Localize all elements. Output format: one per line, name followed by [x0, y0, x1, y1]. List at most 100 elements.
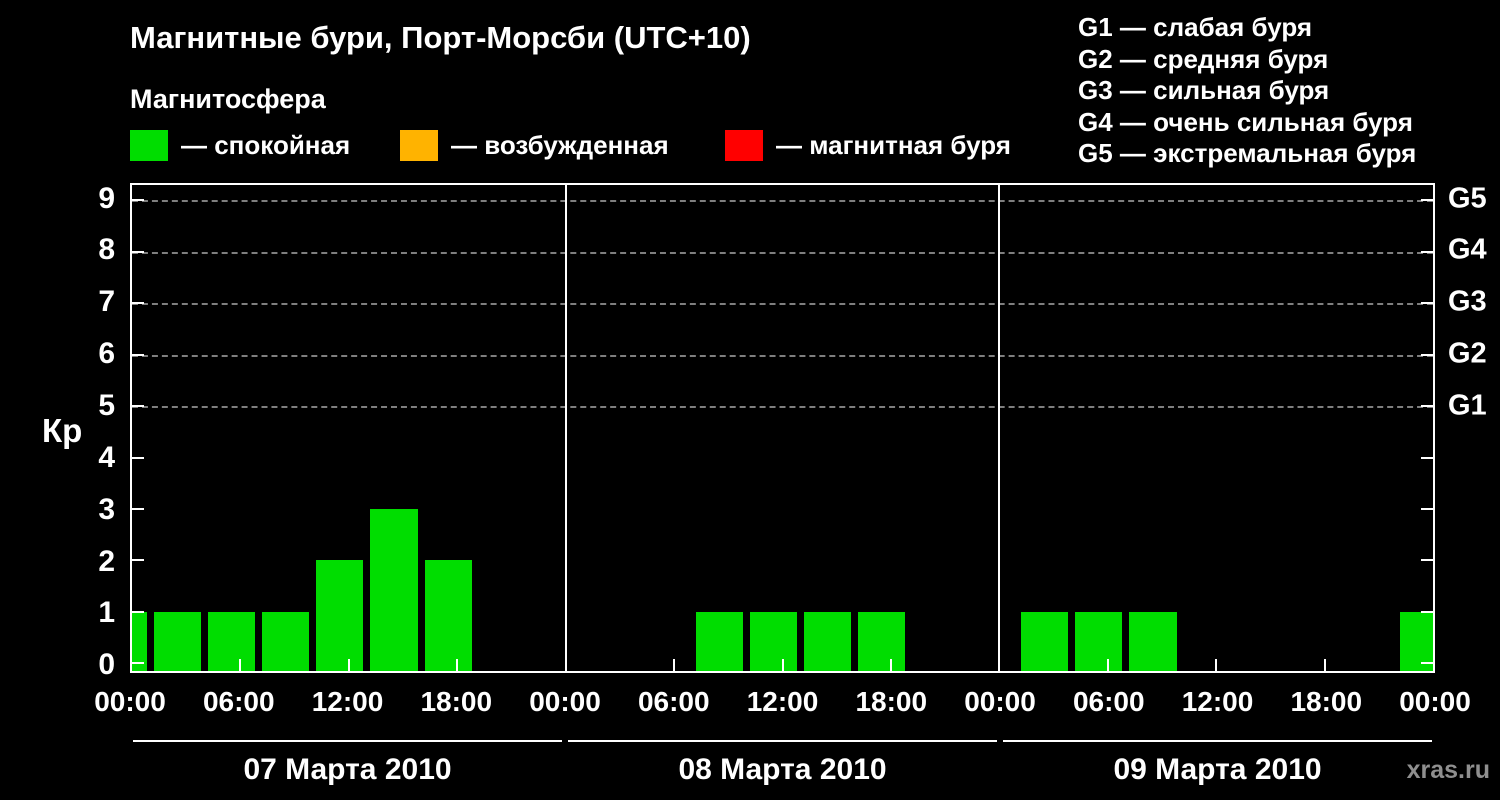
legend-label: — магнитная буря	[776, 130, 1011, 160]
gridline-kp-6	[132, 354, 1433, 357]
storm-scale-line: G1 — слабая буря	[1078, 12, 1313, 42]
right-axis-label: G2	[1448, 337, 1487, 370]
x-tick-label: 06:00	[1072, 686, 1145, 717]
storm-scale-line: G5 — экстремальная буря	[1078, 138, 1417, 168]
y-axis-title: Кр	[42, 412, 83, 449]
day-underline	[1003, 740, 1432, 742]
x-tick	[1323, 659, 1326, 671]
y-tick	[132, 353, 144, 356]
gridline-kp-8	[132, 251, 1433, 254]
y-tick	[132, 199, 144, 202]
kp-bar	[207, 611, 255, 671]
x-tick-label: 12:00	[311, 686, 384, 717]
y-tick-label: 6	[98, 337, 115, 371]
right-axis-label: G1	[1448, 389, 1487, 422]
chart-subtitle: Магнитосфера	[130, 84, 326, 114]
x-tick-label: 00:00	[964, 686, 1036, 717]
kp-bar	[858, 611, 906, 671]
day-underline	[568, 740, 997, 742]
legend-swatch	[400, 130, 438, 161]
kp-bar	[749, 611, 798, 671]
storm-scale-line: G4 — очень сильная буря	[1078, 106, 1413, 137]
y-tick-label: 5	[98, 388, 115, 422]
chart-title: Магнитные бури, Порт-Морсби (UTC+10)	[130, 20, 751, 55]
y-tick	[132, 507, 144, 510]
right-axis-label: G3	[1448, 285, 1487, 318]
day-underline	[133, 740, 562, 742]
y-tick-label: 1	[98, 596, 115, 630]
y-tick-label: 4	[98, 440, 115, 474]
x-tick-label: 18:00	[855, 686, 928, 717]
x-tick-label: 12:00	[746, 686, 819, 717]
gridline-kp-5	[132, 406, 1433, 409]
day-panel	[566, 185, 1000, 671]
kp-bar	[316, 560, 364, 671]
legend-item: — спокойная	[130, 130, 350, 161]
legend-item: — возбужденная	[400, 130, 669, 161]
y-tick	[132, 250, 144, 253]
x-tick-label: 06:00	[202, 686, 275, 717]
y-tick	[1421, 302, 1433, 305]
kp-bar	[370, 509, 418, 671]
y-tick	[1421, 199, 1433, 202]
day-panel	[999, 185, 1433, 671]
y-tick	[1421, 353, 1433, 356]
gridline-kp-9	[132, 200, 1433, 203]
legend-swatch	[725, 130, 763, 161]
x-tick-label: 00:00	[529, 686, 601, 717]
kp-bar	[1129, 611, 1177, 671]
x-tick	[781, 659, 784, 671]
storm-scale-line: G2 — средняя буря	[1078, 43, 1329, 74]
x-tick	[1215, 659, 1218, 671]
x-tick	[239, 659, 242, 671]
y-tick-label: 2	[98, 544, 115, 578]
storm-scale-legend: G1 — слабая буря G2 — средняя буря G3 — си…	[1078, 12, 1416, 170]
y-tick-label: 3	[98, 492, 115, 526]
x-tick-label: 18:00	[1290, 686, 1363, 717]
kp-bar-partial	[132, 611, 147, 671]
y-tick-label: 7	[98, 285, 115, 319]
panel-divider	[564, 185, 567, 671]
y-tick-label: 9	[98, 181, 115, 215]
kp-bar	[424, 560, 472, 671]
y-tick	[132, 302, 144, 305]
x-tick	[673, 659, 676, 671]
y-tick	[1421, 405, 1433, 408]
y-tick	[132, 456, 144, 459]
kp-bar	[695, 611, 743, 671]
right-axis-label: G5	[1448, 182, 1487, 215]
y-tick	[1421, 456, 1433, 459]
x-tick-label: 00:00	[94, 686, 166, 717]
legend-swatch	[130, 130, 168, 161]
legend-item: — магнитная буря	[725, 130, 1011, 161]
x-tick-label: 18:00	[420, 686, 493, 717]
y-tick	[1421, 250, 1433, 253]
y-tick-label: 0	[98, 648, 115, 682]
y-tick	[1421, 610, 1433, 613]
y-tick-label: 8	[98, 233, 115, 267]
day-date-label: 07 Марта 2010	[243, 753, 452, 786]
y-tick	[132, 662, 144, 665]
y-tick	[1421, 662, 1433, 665]
kp-bar	[261, 611, 310, 671]
day-date-label: 09 Марта 2010	[1113, 753, 1322, 786]
kp-bar	[1400, 611, 1433, 671]
panel-divider	[998, 185, 1001, 671]
x-tick	[1106, 659, 1109, 671]
legend-label: — возбужденная	[451, 130, 669, 160]
kp-bar	[1075, 611, 1123, 671]
y-tick	[132, 610, 144, 613]
x-tick-label: 12:00	[1181, 686, 1254, 717]
day-panel	[132, 185, 566, 671]
y-tick	[132, 559, 144, 562]
kp-bar	[804, 611, 852, 671]
plot-area	[130, 183, 1435, 673]
x-tick	[456, 659, 459, 671]
y-tick	[132, 405, 144, 408]
day-date-label: 08 Марта 2010	[678, 753, 887, 786]
x-tick	[889, 659, 892, 671]
kp-bar	[153, 611, 201, 671]
x-tick-label: 06:00	[637, 686, 710, 717]
right-axis-label: G4	[1448, 233, 1487, 266]
